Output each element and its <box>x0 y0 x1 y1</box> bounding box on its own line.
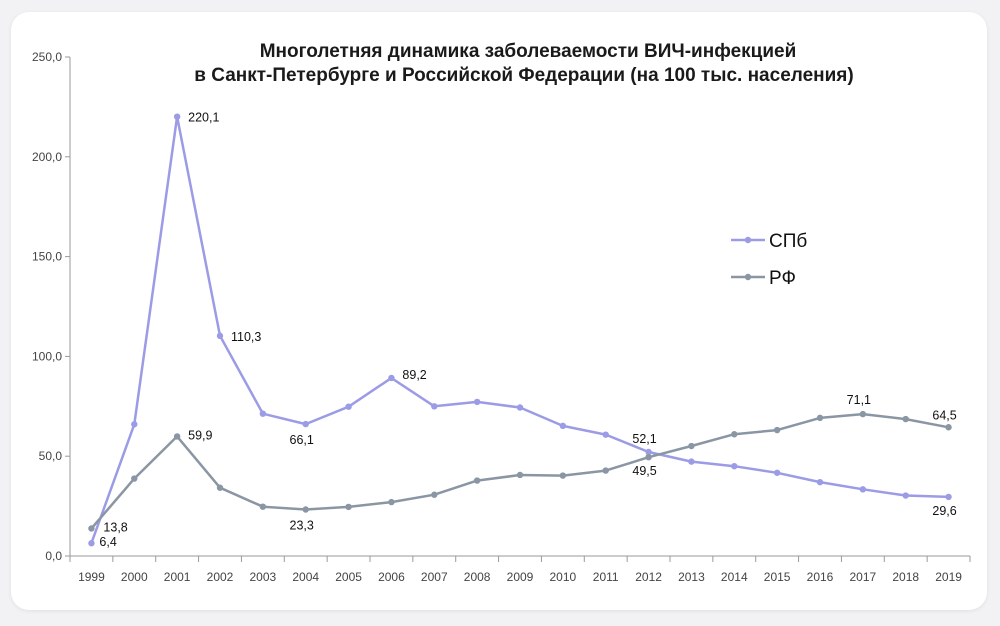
x-tick-label: 2001 <box>164 570 191 584</box>
x-tick-label: 2010 <box>550 570 577 584</box>
series-line-rf <box>90 412 949 530</box>
data-point-rf[interactable] <box>602 467 609 474</box>
series-layer <box>88 113 952 547</box>
data-point-spb[interactable] <box>773 469 781 476</box>
y-tick-label: 50,0 <box>39 449 63 463</box>
x-tick-label: 2007 <box>421 570 448 584</box>
data-label-rf: 49,5 <box>632 464 656 478</box>
data-label-rf: 23,3 <box>290 518 314 532</box>
chart-title: Многолетняя динамика заболеваемости ВИЧ-… <box>260 41 797 62</box>
data-point-rf[interactable] <box>859 410 867 418</box>
data-point-spb[interactable] <box>731 462 738 470</box>
data-point-rf[interactable] <box>902 415 909 423</box>
data-point-spb[interactable] <box>645 448 652 456</box>
y-tick-label: 250,0 <box>32 50 62 64</box>
x-tick-label: 2002 <box>207 570 234 584</box>
legend-marker-rf <box>744 273 752 281</box>
legend-label-spb: СПб <box>769 231 807 252</box>
data-point-spb[interactable] <box>473 398 481 406</box>
data-point-rf[interactable] <box>945 424 952 431</box>
data-point-rf[interactable] <box>302 506 309 513</box>
legend-item-spb[interactable]: СПб <box>731 231 807 252</box>
data-label-spb: 220,1 <box>188 111 219 125</box>
data-label-rf: 64,5 <box>932 408 956 422</box>
x-tick-label: 2008 <box>464 570 491 584</box>
data-label-spb: 52,1 <box>632 432 656 446</box>
x-tick-label: 2013 <box>678 570 705 584</box>
legend-marker-spb <box>744 236 752 244</box>
data-point-spb[interactable] <box>516 404 524 411</box>
data-point-rf[interactable] <box>645 453 652 461</box>
data-point-rf[interactable] <box>773 426 781 434</box>
data-point-rf[interactable] <box>345 503 352 511</box>
legend-item-rf[interactable]: РФ <box>731 268 796 289</box>
data-point-spb[interactable] <box>559 422 567 430</box>
data-point-spb[interactable] <box>816 478 824 486</box>
x-tick-label: 2017 <box>850 570 877 584</box>
x-tick-label: 2004 <box>292 570 319 584</box>
y-tick-label: 200,0 <box>32 150 62 164</box>
data-point-rf[interactable] <box>473 477 481 484</box>
data-point-rf[interactable] <box>131 475 138 482</box>
data-point-spb[interactable] <box>388 374 395 382</box>
data-point-spb[interactable] <box>602 431 609 438</box>
data-label-spb: 6,4 <box>99 535 116 549</box>
x-tick-label: 2016 <box>807 570 834 584</box>
y-tick-label: 150,0 <box>32 250 62 264</box>
data-point-spb[interactable] <box>216 332 224 340</box>
data-point-spb[interactable] <box>88 540 95 547</box>
data-label-rf: 59,9 <box>188 428 212 442</box>
y-tick-label: 0,0 <box>45 549 62 563</box>
data-point-rf[interactable] <box>559 472 567 479</box>
x-tick-label: 1999 <box>78 570 105 584</box>
legend-label-rf: РФ <box>769 268 796 289</box>
x-tick-label: 2009 <box>507 570 534 584</box>
x-tick-label: 2003 <box>250 570 277 584</box>
data-label-spb: 66,1 <box>290 433 314 447</box>
x-tick-label: 2012 <box>635 570 662 584</box>
axes: 0,0 50,0 100,0 150,0 200,0 250,0 1999 2000 2001 2… <box>32 50 971 584</box>
y-tick-label: 100,0 <box>32 349 62 363</box>
data-label-spb: 29,6 <box>932 504 956 518</box>
x-tick-label: 2019 <box>935 570 962 584</box>
data-point-rf[interactable] <box>259 503 267 510</box>
data-point-rf[interactable] <box>816 414 824 422</box>
data-point-spb[interactable] <box>688 458 695 465</box>
data-point-spb[interactable] <box>945 493 952 501</box>
data-point-spb[interactable] <box>259 410 267 417</box>
x-tick-label: 2015 <box>764 570 791 584</box>
data-point-rf[interactable] <box>431 491 438 498</box>
x-tick-label: 2005 <box>335 570 362 584</box>
data-point-spb[interactable] <box>173 113 181 120</box>
data-label-spb: 89,2 <box>402 368 426 382</box>
data-point-spb[interactable] <box>431 403 438 410</box>
data-point-rf[interactable] <box>88 525 95 532</box>
data-point-rf[interactable] <box>688 442 695 450</box>
data-labels: 6,4 220,1 110,3 66,1 89,2 52,1 29,6 13,8 59,9 23,… <box>99 111 956 550</box>
x-tick-label: 2006 <box>378 570 405 584</box>
chart-subtitle: в Санкт-Петербурге и Российской Федераци… <box>194 65 853 86</box>
data-label-rf: 13,8 <box>103 520 127 534</box>
data-point-rf[interactable] <box>388 498 395 506</box>
data-point-spb[interactable] <box>902 492 909 499</box>
legend: СПб РФ <box>731 231 807 289</box>
x-tick-label: 2000 <box>121 570 148 584</box>
data-point-rf[interactable] <box>731 431 738 438</box>
data-point-rf[interactable] <box>173 433 181 440</box>
data-point-spb[interactable] <box>345 403 352 410</box>
data-point-rf[interactable] <box>216 484 224 491</box>
x-tick-label: 2018 <box>892 570 919 584</box>
chart-card <box>11 12 987 610</box>
x-tick-label: 2014 <box>721 570 748 584</box>
data-point-spb[interactable] <box>859 486 867 493</box>
x-tick-label: 2011 <box>593 570 619 584</box>
data-point-rf[interactable] <box>516 471 524 479</box>
data-point-spb[interactable] <box>302 420 309 428</box>
data-label-spb: 110,3 <box>231 330 261 344</box>
data-point-spb[interactable] <box>131 421 138 428</box>
data-label-rf: 71,1 <box>847 393 871 407</box>
